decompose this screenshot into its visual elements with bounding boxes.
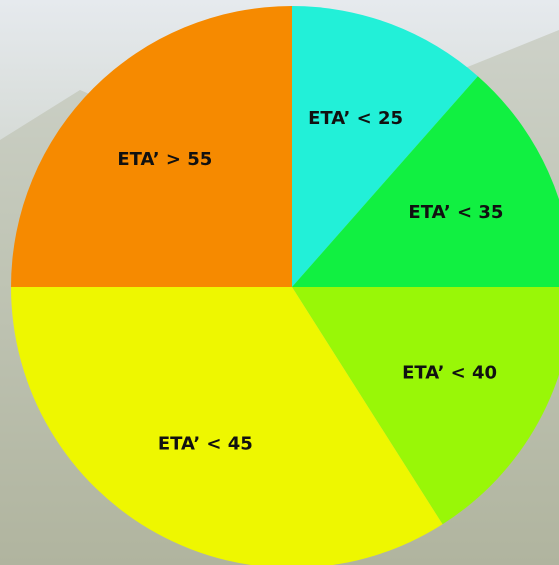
page: ETA’ < 25 ETA’ < 35 ETA’ < 40 ETA’ < 45 ETA’…: [0, 0, 559, 565]
slice-label: ETA’ < 25: [308, 108, 403, 129]
pie: ETA’ < 25 ETA’ < 35 ETA’ < 40 ETA’ < 45 ETA’…: [11, 6, 559, 565]
chart: ETA’ < 25 ETA’ < 35 ETA’ < 40 ETA’ < 45 ETA’…: [0, 0, 559, 565]
slice-label: ETA’ < 45: [158, 434, 253, 455]
slice-label: ETA’ < 35: [408, 202, 503, 223]
slice-label: ETA’ < 40: [402, 363, 497, 384]
slice-label: ETA’ > 55: [117, 149, 212, 170]
